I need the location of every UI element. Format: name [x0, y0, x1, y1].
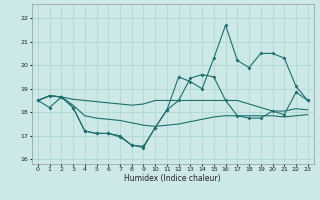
X-axis label: Humidex (Indice chaleur): Humidex (Indice chaleur) [124, 174, 221, 183]
